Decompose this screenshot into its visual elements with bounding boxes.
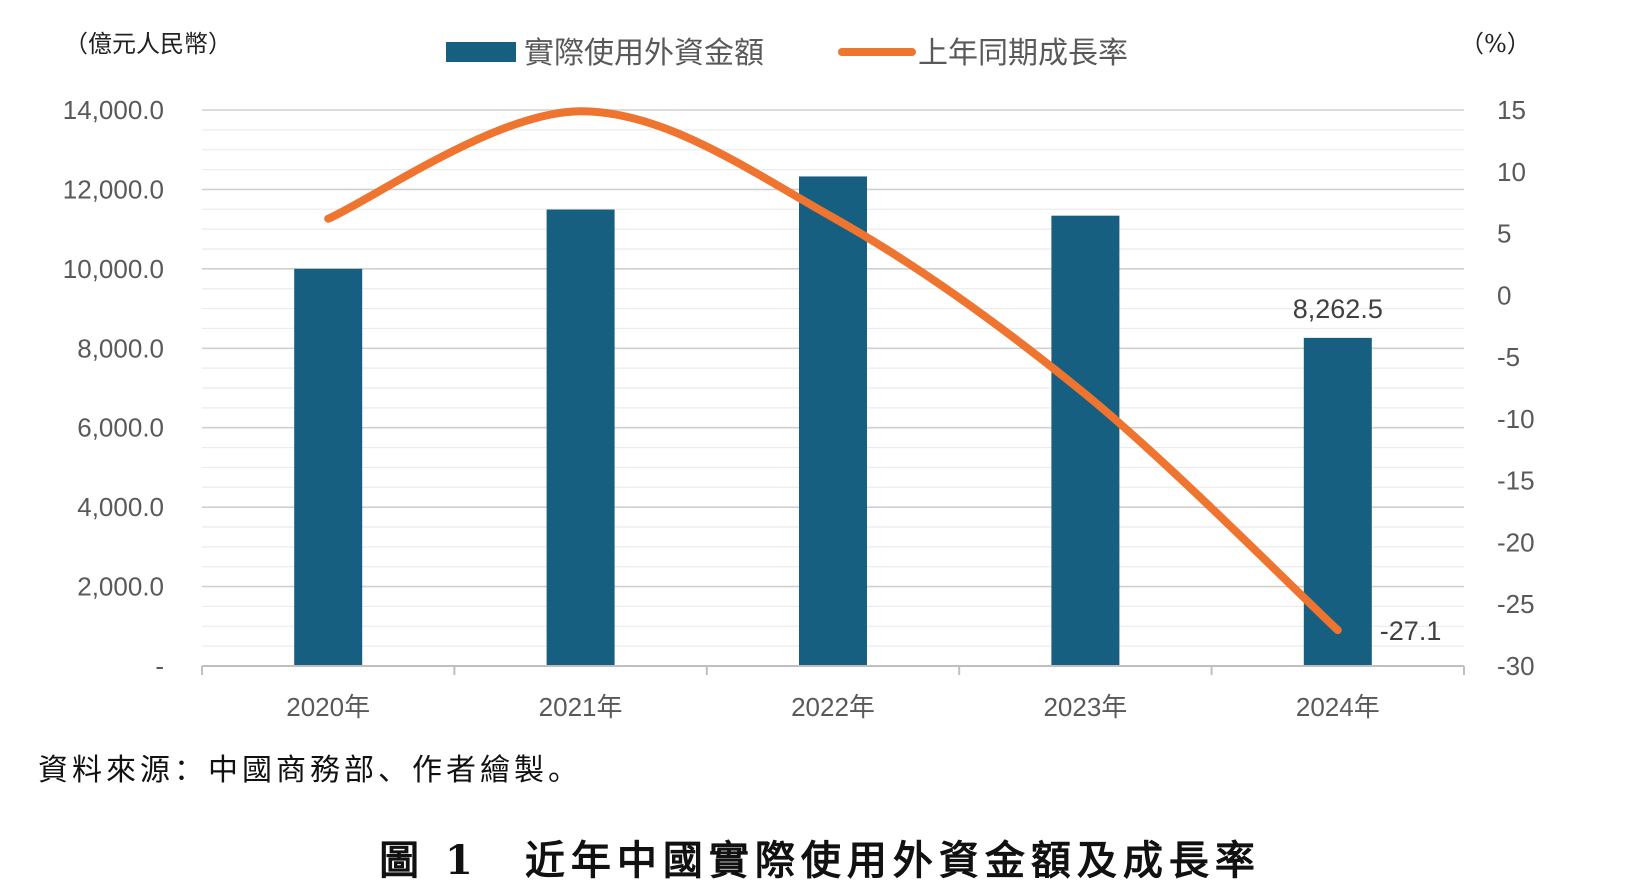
left-axis-unit: （億元人民幣） bbox=[64, 30, 232, 58]
growth-rate-line bbox=[324, 107, 1342, 635]
bar-2021年 bbox=[546, 209, 615, 666]
x-tick-label: 2024年 bbox=[1296, 692, 1380, 722]
left-tick-label: 14,000.0 bbox=[63, 95, 164, 125]
left-tick-label: 2,000.0 bbox=[77, 572, 164, 602]
legend-label-line: 上年同期成長率 bbox=[918, 36, 1128, 71]
axes: 2020年 2021年 2022年 2023年 2024年 - 2,000.0 4,000.0… bbox=[63, 95, 1535, 722]
data-label-bar: 8,262.5 bbox=[1293, 294, 1383, 324]
right-axis-unit: （%） bbox=[1460, 30, 1531, 58]
bar-2023年 bbox=[1051, 215, 1120, 667]
right-tick-label: 0 bbox=[1497, 280, 1511, 310]
left-tick-label: - bbox=[155, 651, 164, 681]
figure-caption: 圖 1 近年中國實際使用外資金額及成長率 bbox=[379, 837, 1261, 884]
legend-swatch-bar bbox=[446, 42, 516, 62]
left-tick-label: 8,000.0 bbox=[77, 333, 164, 363]
x-tick-label: 2023年 bbox=[1043, 692, 1127, 722]
right-tick-label: 15 bbox=[1497, 95, 1526, 125]
right-tick-label: -25 bbox=[1497, 589, 1535, 619]
left-tick-label: 4,000.0 bbox=[77, 492, 164, 522]
right-tick-label: -5 bbox=[1497, 342, 1520, 372]
bar-2022年 bbox=[799, 176, 867, 666]
labels: 8,262.5 -27.1 bbox=[1293, 294, 1442, 646]
right-tick-label: 10 bbox=[1497, 157, 1526, 187]
left-tick-label: 10,000.0 bbox=[63, 254, 164, 284]
x-tick-label: 2020年 bbox=[286, 692, 370, 722]
legend: 實際使用外資金額 上年同期成長率 bbox=[446, 36, 1128, 71]
left-tick-label: 12,000.0 bbox=[63, 174, 164, 204]
bar-2020年 bbox=[294, 268, 363, 666]
source-note: 資料來源：中國商務部、作者繪製。 bbox=[38, 753, 582, 788]
x-tick-label: 2022年 bbox=[791, 692, 875, 722]
right-tick-label: 5 bbox=[1497, 219, 1511, 249]
right-tick-label: -20 bbox=[1497, 527, 1535, 557]
right-tick-label: -30 bbox=[1497, 651, 1535, 681]
bar-2024年 bbox=[1303, 337, 1372, 666]
line-series bbox=[324, 107, 1342, 635]
combo-chart: 2020年 2021年 2022年 2023年 2024年 - 2,000.0 4,000.0… bbox=[63, 30, 1535, 722]
x-tick-label: 2021年 bbox=[539, 692, 623, 722]
left-tick-label: 6,000.0 bbox=[77, 413, 164, 443]
right-tick-label: -15 bbox=[1497, 466, 1535, 496]
right-tick-label: -10 bbox=[1497, 404, 1535, 434]
data-label-line: -27.1 bbox=[1380, 616, 1442, 646]
bar-series bbox=[294, 176, 1372, 667]
legend-label-bar: 實際使用外資金額 bbox=[524, 36, 764, 71]
